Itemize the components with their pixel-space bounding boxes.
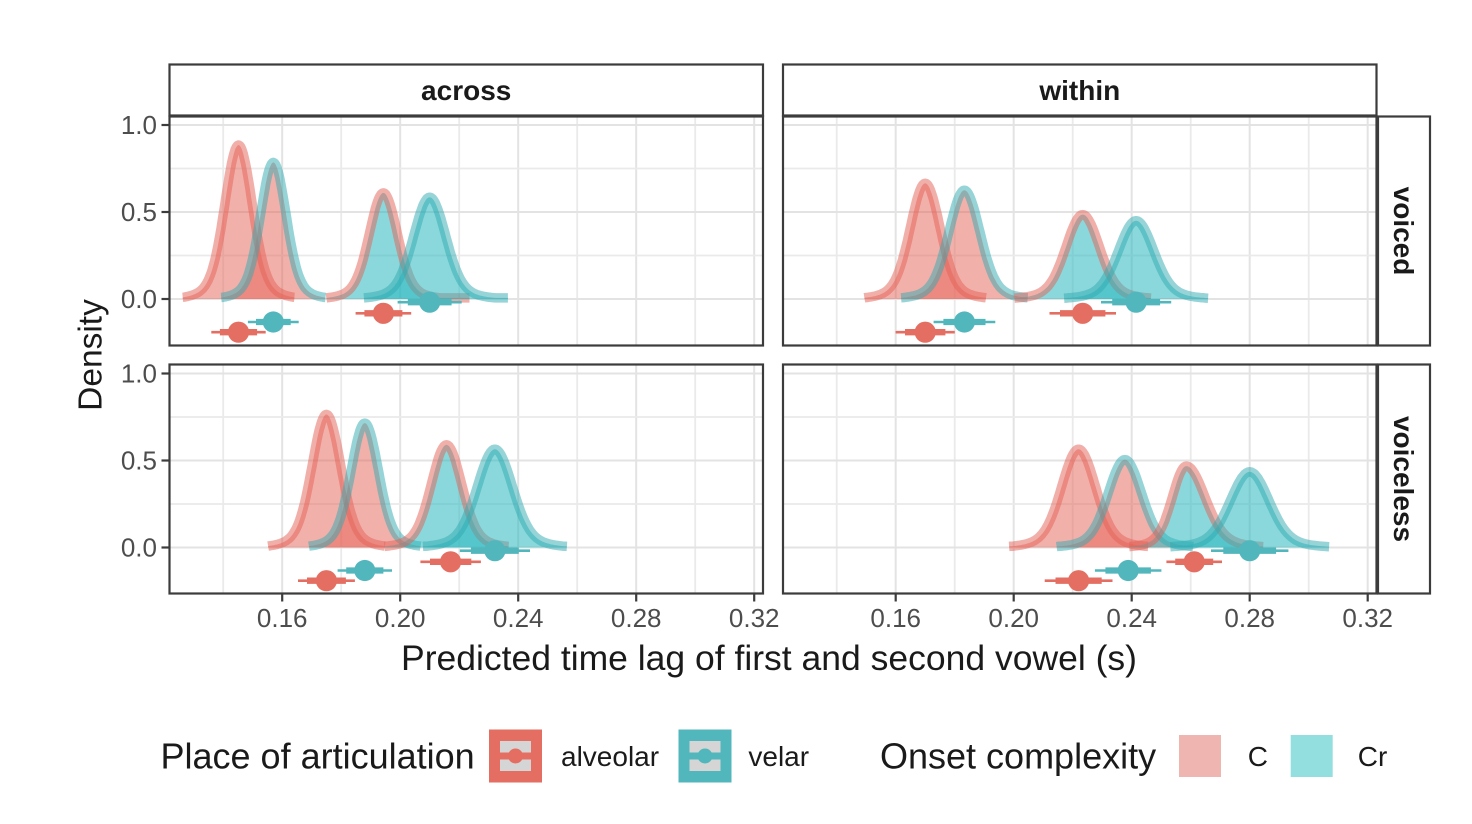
svg-text:0.5: 0.5 xyxy=(121,446,157,476)
svg-text:alveolar: alveolar xyxy=(561,741,659,772)
svg-text:0.24: 0.24 xyxy=(1106,603,1157,633)
svg-text:0.16: 0.16 xyxy=(257,603,308,633)
svg-text:1.0: 1.0 xyxy=(121,110,157,140)
svg-text:voiced: voiced xyxy=(1388,187,1419,276)
svg-text:0.28: 0.28 xyxy=(611,603,662,633)
svg-text:C: C xyxy=(1248,741,1268,772)
svg-text:Cr: Cr xyxy=(1358,741,1388,772)
svg-text:0.20: 0.20 xyxy=(375,603,426,633)
svg-text:within: within xyxy=(1038,75,1120,106)
svg-text:0.20: 0.20 xyxy=(988,603,1039,633)
svg-text:Onset complexity: Onset complexity xyxy=(880,736,1156,777)
svg-text:0.16: 0.16 xyxy=(870,603,921,633)
svg-text:velar: velar xyxy=(748,741,809,772)
svg-text:0.0: 0.0 xyxy=(121,533,157,563)
svg-text:Predicted time lag of first an: Predicted time lag of first and second v… xyxy=(401,638,1137,678)
svg-text:0.28: 0.28 xyxy=(1224,603,1275,633)
svg-text:Density: Density xyxy=(73,299,110,411)
svg-text:0.32: 0.32 xyxy=(729,603,780,633)
svg-text:0.0: 0.0 xyxy=(121,284,157,314)
svg-text:0.32: 0.32 xyxy=(1342,603,1393,633)
svg-text:Place of articulation: Place of articulation xyxy=(161,736,475,777)
svg-text:1.0: 1.0 xyxy=(121,359,157,389)
svg-text:across: across xyxy=(421,75,511,106)
svg-text:0.5: 0.5 xyxy=(121,197,157,227)
svg-text:0.24: 0.24 xyxy=(493,603,544,633)
svg-text:voiceless: voiceless xyxy=(1388,416,1419,542)
